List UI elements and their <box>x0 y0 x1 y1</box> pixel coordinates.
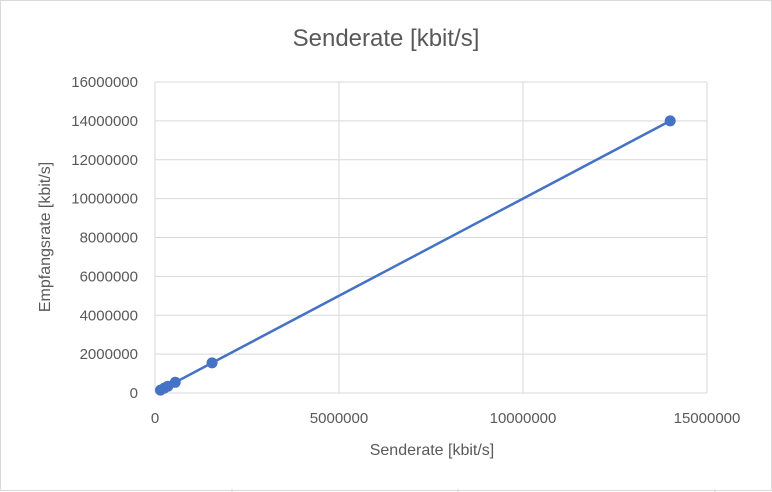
x-tick-label: 5000000 <box>310 410 368 427</box>
y-tick-label: 12000000 <box>71 152 138 169</box>
y-tick-label: 6000000 <box>80 268 138 285</box>
x-tick-label: 10000000 <box>490 410 557 427</box>
x-tick-label: 15000000 <box>674 410 741 427</box>
data-point <box>169 376 181 388</box>
x-tick-label: 0 <box>151 410 159 427</box>
y-axis-title: Empfangsrate [kbit/s] <box>37 162 54 312</box>
x-axis-tick-labels: 0 5000000 10000000 15000000 <box>151 410 741 427</box>
data-point <box>664 115 676 127</box>
y-tick-label: 16000000 <box>71 74 138 91</box>
y-tick-label: 2000000 <box>80 346 138 363</box>
y-tick-label: 8000000 <box>80 230 138 247</box>
x-axis-title: Senderate [kbit/s] <box>370 442 495 459</box>
y-tick-label: 14000000 <box>71 113 138 130</box>
y-tick-label: 0 <box>130 385 138 402</box>
series-line <box>159 119 672 392</box>
data-point <box>206 357 218 369</box>
chart-title: Senderate [kbit/s] <box>293 25 480 52</box>
y-axis-tick-labels: 0 2000000 4000000 6000000 8000000 10000000 120… <box>71 74 138 402</box>
series-layer <box>155 115 676 396</box>
gridlines <box>154 81 708 394</box>
y-tick-label: 4000000 <box>80 307 138 324</box>
y-tick-label: 10000000 <box>71 191 138 208</box>
